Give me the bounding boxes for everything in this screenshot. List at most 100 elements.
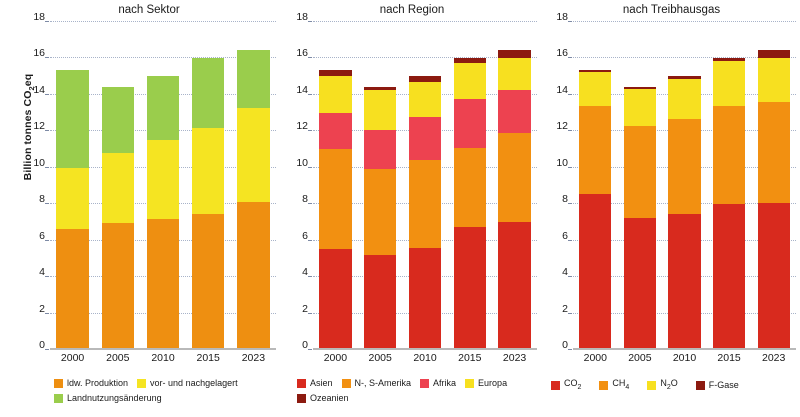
legend-item[interactable]: N-, S-Amerika — [341, 378, 411, 389]
y-tick-mark — [568, 166, 572, 168]
legend-item[interactable]: Asien — [297, 378, 333, 389]
bar-segment[interactable] — [364, 255, 397, 350]
bar-segment[interactable] — [579, 72, 612, 106]
bar-segment[interactable] — [498, 90, 531, 134]
bar-segment[interactable] — [757, 50, 790, 59]
bar-segment[interactable] — [713, 61, 746, 106]
bar-2015[interactable] — [713, 58, 746, 350]
y-tick-mark — [45, 57, 49, 59]
bar-segment[interactable] — [146, 75, 180, 140]
bar-segment[interactable] — [757, 203, 790, 350]
bar-segment[interactable] — [56, 167, 89, 229]
bar-2005[interactable] — [623, 86, 656, 350]
y-tick-label: 8 — [302, 193, 308, 206]
bar-2015[interactable] — [191, 58, 225, 350]
bar-segment[interactable] — [713, 105, 746, 205]
bar-segment[interactable] — [498, 50, 531, 59]
bar-segment[interactable] — [101, 153, 135, 224]
bar-segment[interactable] — [713, 204, 746, 350]
bar-2000[interactable] — [319, 70, 352, 350]
bar-2015[interactable] — [453, 58, 486, 350]
legend-swatch-icon — [54, 394, 63, 403]
bar-segment[interactable] — [623, 125, 656, 218]
panel-region-bars — [313, 22, 537, 350]
bar-segment[interactable] — [191, 214, 225, 350]
bar-segment[interactable] — [364, 90, 397, 130]
bar-segment[interactable] — [668, 118, 701, 215]
bar-segment[interactable] — [319, 148, 352, 249]
x-tick-label: 2005 — [106, 352, 130, 364]
bar-segment[interactable] — [319, 113, 352, 149]
bar-2000[interactable] — [56, 70, 89, 350]
bar-segment[interactable] — [191, 58, 225, 128]
bar-segment[interactable] — [56, 70, 89, 168]
bar-segment[interactable] — [237, 50, 270, 108]
bar-segment[interactable] — [713, 58, 746, 62]
bar-segment[interactable] — [498, 58, 531, 91]
legend-item[interactable]: N2O — [647, 378, 678, 393]
bar-segment[interactable] — [623, 86, 656, 90]
bar-segment[interactable] — [319, 70, 352, 76]
bar-segment[interactable] — [579, 105, 612, 195]
bar-segment[interactable] — [146, 218, 180, 350]
bar-segment[interactable] — [453, 98, 486, 148]
bar-segment[interactable] — [668, 75, 701, 80]
bar-2023[interactable] — [237, 50, 270, 350]
y-tick-label: 0 — [302, 339, 308, 351]
bar-segment[interactable] — [579, 70, 612, 73]
panel-region-plot: 0 2 4 6 8 10 12 14 16 18 — [296, 11, 537, 351]
bar-segment[interactable] — [408, 82, 442, 117]
bar-segment[interactable] — [668, 214, 701, 350]
bar-segment[interactable] — [101, 223, 135, 350]
bar-segment[interactable] — [623, 89, 656, 126]
legend-item[interactable]: vor- und nachgelagert — [137, 378, 238, 389]
bar-segment[interactable] — [237, 107, 270, 203]
bar-segment[interactable] — [146, 139, 180, 219]
bar-2005[interactable] — [364, 86, 397, 350]
legend-item[interactable]: Europa — [465, 378, 507, 389]
bar-segment[interactable] — [191, 127, 225, 215]
bar-segment[interactable] — [101, 86, 135, 154]
bar-segment[interactable] — [408, 116, 442, 160]
legend-item[interactable]: Ozeanien — [297, 393, 349, 404]
gridline — [50, 21, 276, 22]
y-tick-mark — [45, 21, 49, 22]
bar-segment[interactable] — [364, 86, 397, 91]
y-tick-label: 16 — [556, 47, 568, 60]
bar-segment[interactable] — [408, 247, 442, 350]
bar-segment[interactable] — [408, 159, 442, 248]
bar-segment[interactable] — [319, 75, 352, 114]
bar-2010[interactable] — [408, 75, 442, 350]
legend-item[interactable]: F-Gase — [695, 380, 739, 391]
legend-item[interactable]: Landnutzungsänderung — [54, 393, 162, 404]
bar-segment[interactable] — [364, 129, 397, 169]
bar-segment[interactable] — [453, 147, 486, 227]
bar-segment[interactable] — [498, 221, 531, 350]
bar-2010[interactable] — [146, 75, 180, 350]
bar-segment[interactable] — [498, 133, 531, 222]
bar-segment[interactable] — [623, 217, 656, 350]
bar-segment[interactable] — [757, 58, 790, 103]
bar-segment[interactable] — [453, 58, 486, 64]
legend-item[interactable]: ldw. Produktion — [54, 378, 128, 389]
legend-item[interactable]: CH4 — [599, 378, 629, 393]
bar-segment[interactable] — [757, 102, 790, 204]
bar-segment[interactable] — [408, 75, 442, 83]
bar-segment[interactable] — [668, 79, 701, 119]
bar-segment[interactable] — [453, 63, 486, 99]
bar-segment[interactable] — [364, 168, 397, 256]
x-tick-label: 2023 — [502, 352, 527, 364]
bar-segment[interactable] — [237, 202, 270, 350]
bar-2010[interactable] — [668, 75, 701, 350]
bar-2000[interactable] — [579, 70, 612, 350]
legend-item[interactable]: CO2 — [551, 378, 581, 393]
bar-2023[interactable] — [757, 50, 790, 350]
y-tick-mark — [308, 21, 312, 22]
bar-segment[interactable] — [319, 248, 352, 350]
bar-segment[interactable] — [579, 194, 612, 350]
bar-segment[interactable] — [56, 228, 89, 350]
bar-segment[interactable] — [453, 227, 486, 350]
legend-item[interactable]: Afrika — [420, 378, 456, 389]
bar-2023[interactable] — [498, 50, 531, 350]
bar-2005[interactable] — [101, 86, 135, 350]
